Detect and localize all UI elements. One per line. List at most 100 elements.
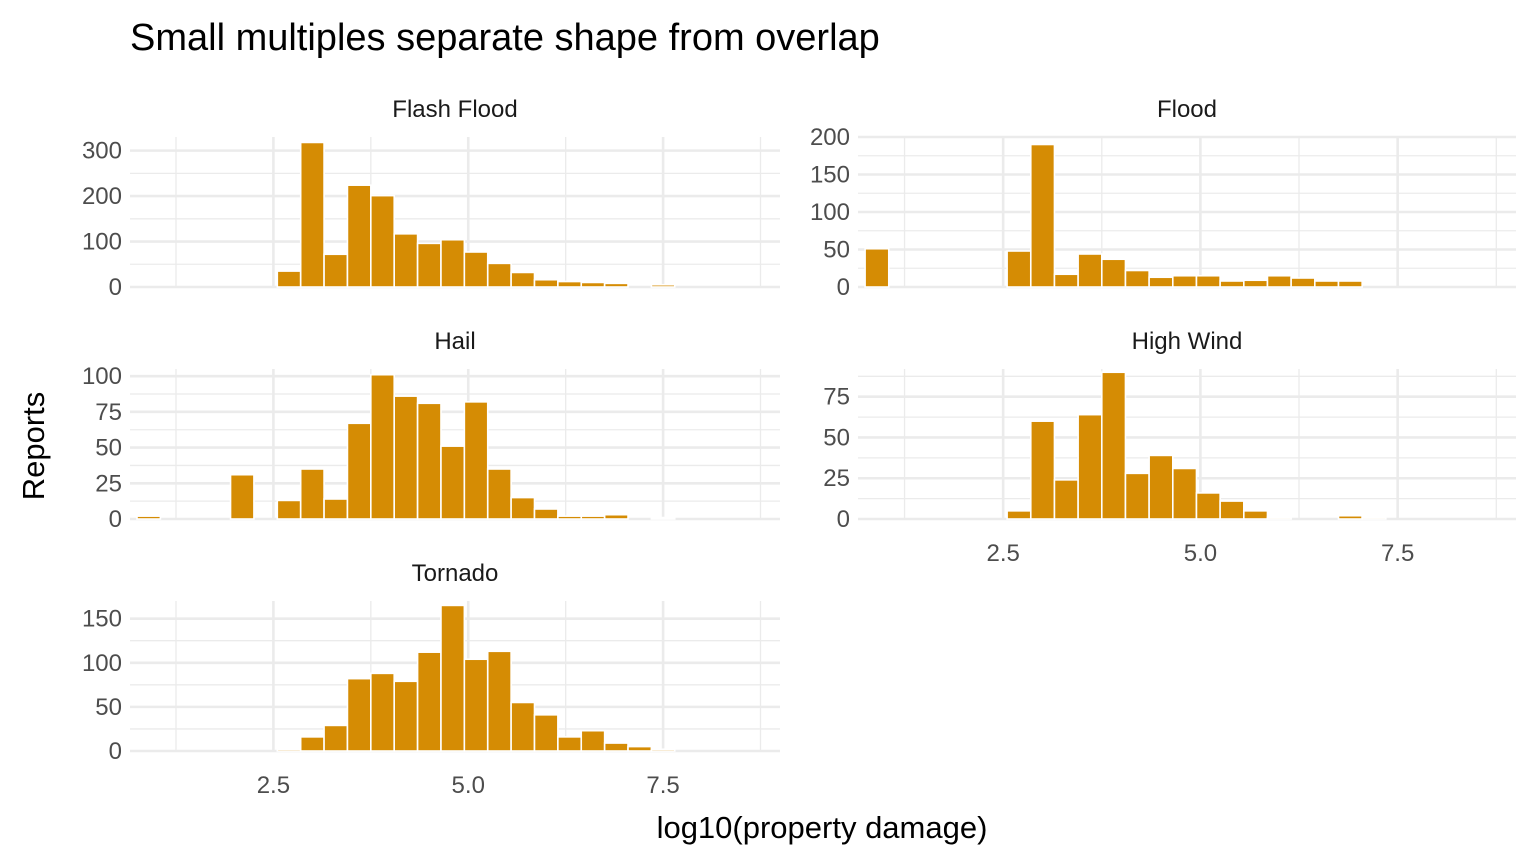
histogram-bar xyxy=(323,724,349,752)
y-tick-label: 75 xyxy=(95,399,122,426)
histogram-bar xyxy=(486,468,512,520)
histogram-bar xyxy=(1266,274,1292,288)
histogram-bar xyxy=(650,748,676,752)
histogram-bar xyxy=(393,395,419,520)
histogram-bar xyxy=(416,402,442,520)
histogram-bar xyxy=(486,262,512,288)
y-tick-label: 0 xyxy=(109,506,122,533)
histogram-bar xyxy=(1124,472,1150,520)
y-tick-label: 100 xyxy=(82,650,122,677)
histogram-bar xyxy=(510,701,536,752)
histogram-bar xyxy=(440,238,466,288)
y-tick-label: 150 xyxy=(810,162,850,189)
histogram-bar xyxy=(533,714,559,752)
histogram-bar xyxy=(627,745,653,752)
y-tick-label: 150 xyxy=(82,606,122,633)
histogram-bar xyxy=(323,498,349,520)
histogram-bar xyxy=(1219,500,1245,520)
histogram-bar xyxy=(486,650,512,752)
histogram-bar xyxy=(1337,514,1363,520)
histogram-bar xyxy=(463,401,489,520)
x-tick-label: 5.0 xyxy=(1184,540,1217,567)
histogram-bar xyxy=(1361,516,1387,520)
histogram-bar xyxy=(557,736,583,752)
histogram-bar xyxy=(346,184,372,288)
x-tick-label: 2.5 xyxy=(986,540,1019,567)
y-tick-label: 300 xyxy=(82,138,122,165)
y-tick-label: 100 xyxy=(82,229,122,256)
histogram-bar xyxy=(1006,250,1032,288)
facet-strip-label: Tornado xyxy=(412,560,499,587)
histogram-bar xyxy=(557,515,583,520)
histogram-bar xyxy=(1148,276,1174,288)
y-tick-label: 25 xyxy=(823,465,850,492)
histogram-bar xyxy=(1314,280,1340,288)
histogram-bar xyxy=(393,680,419,752)
histogram-bar xyxy=(1195,274,1221,288)
histogram-bar xyxy=(1243,510,1269,520)
histogram-bar xyxy=(603,513,629,520)
histogram-bar xyxy=(603,742,629,752)
histogram-bar xyxy=(1006,510,1032,520)
histogram-bar xyxy=(136,515,162,520)
histogram-bar xyxy=(416,242,442,288)
histogram-bar xyxy=(864,247,890,288)
chart-title: Small multiples separate shape from over… xyxy=(130,17,880,59)
histogram-bar xyxy=(557,280,583,288)
histogram-bar xyxy=(276,748,302,752)
facet-panel: 0 100 200 300 Flash Flood xyxy=(82,96,780,301)
facet-panel: 0 50 100 150 200 Flood xyxy=(810,96,1516,301)
histogram-bar xyxy=(346,677,372,752)
histogram-bar xyxy=(1219,280,1245,288)
y-axis-title: Reports xyxy=(16,392,51,501)
histogram-bar xyxy=(370,672,396,752)
histogram-bar xyxy=(580,515,606,520)
y-tick-label: 100 xyxy=(82,363,122,390)
x-tick-label: 7.5 xyxy=(1381,540,1414,567)
histogram-bar xyxy=(1029,420,1056,520)
histogram-bar xyxy=(510,496,536,520)
x-tick-label: 5.0 xyxy=(452,772,485,799)
histogram-bar xyxy=(1243,279,1269,288)
facet-panel: 0 25 50 75 100 Hail xyxy=(82,328,780,533)
facet-strip-label: High Wind xyxy=(1132,328,1243,355)
histogram-bar xyxy=(1266,516,1292,520)
x-tick-label: 2.5 xyxy=(257,772,290,799)
y-tick-label: 0 xyxy=(837,274,850,301)
histogram-bar xyxy=(1053,479,1079,520)
histogram-bar xyxy=(1171,467,1198,520)
facet-panel: 0 50 100 150 Tornado 2.5 5.0 7.5 xyxy=(82,560,780,799)
histogram-bar xyxy=(1171,274,1198,288)
histogram-bar xyxy=(276,270,302,288)
histogram-bar xyxy=(580,281,606,288)
histogram-bar xyxy=(603,282,629,288)
histogram-bar xyxy=(580,729,606,752)
facet-panel: 0 25 50 75 High Wind 2.5 5.0 7.5 xyxy=(823,328,1516,567)
histogram-bar xyxy=(393,233,419,288)
y-tick-label: 200 xyxy=(82,183,122,210)
histogram-bar xyxy=(1100,371,1127,520)
histogram-bar xyxy=(1124,269,1150,288)
histogram-bar xyxy=(1053,273,1079,288)
facet-strip-label: Flash Flood xyxy=(392,96,517,123)
histogram-bar xyxy=(533,278,559,288)
x-axis-title: log10(property damage) xyxy=(657,810,988,845)
y-tick-label: 50 xyxy=(95,435,122,462)
y-tick-label: 0 xyxy=(109,738,122,765)
histogram-bar xyxy=(1077,413,1103,520)
y-tick-label: 100 xyxy=(810,199,850,226)
y-tick-label: 75 xyxy=(823,384,850,411)
histogram-bar xyxy=(323,253,349,288)
histogram-bar xyxy=(463,658,489,752)
histogram-bar xyxy=(276,499,302,520)
y-tick-label: 0 xyxy=(109,274,122,301)
histogram-bar xyxy=(1148,454,1174,520)
histogram-bar xyxy=(440,604,466,752)
histogram-bar xyxy=(229,473,255,520)
histogram-bar xyxy=(650,516,676,520)
histogram-bar xyxy=(650,283,676,288)
histogram-bar xyxy=(1100,258,1127,288)
histogram-bar xyxy=(416,651,442,752)
y-tick-label: 50 xyxy=(95,694,122,721)
histogram-bar xyxy=(1029,143,1056,288)
